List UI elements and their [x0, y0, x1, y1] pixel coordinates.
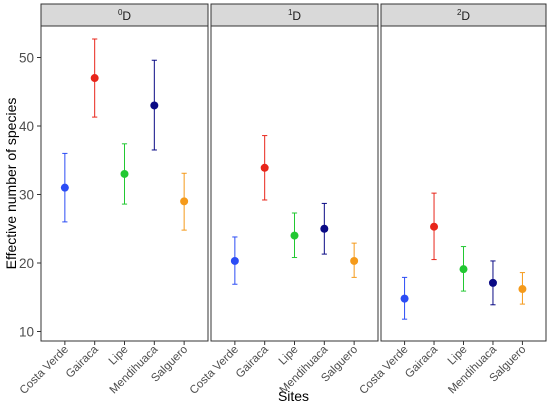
data-point: [459, 265, 468, 274]
x-tick-label: Lipe: [107, 344, 131, 368]
x-tick-label: Lipe: [446, 344, 470, 368]
y-tick-label: 50: [19, 51, 34, 66]
x-tick-label: Gairaca: [64, 343, 101, 380]
facet-strip-label: 1D: [288, 8, 301, 23]
facet-panel-border: [380, 25, 547, 342]
y-tick-label: 40: [19, 119, 34, 134]
data-point: [230, 256, 239, 265]
data-point: [60, 183, 69, 192]
data-point: [350, 256, 359, 265]
data-point: [180, 197, 189, 206]
y-tick-label: 20: [19, 256, 34, 271]
x-axis-title: Sites: [278, 388, 309, 404]
data-point: [430, 222, 439, 231]
x-tick-label: Costa Verde: [18, 344, 71, 397]
data-point: [488, 278, 497, 287]
data-point: [400, 294, 409, 303]
data-point: [90, 74, 99, 83]
data-point: [260, 163, 269, 172]
x-tick-label: Costa Verde: [188, 344, 241, 397]
x-tick-label: Gairaca: [234, 343, 271, 380]
data-point: [290, 231, 299, 240]
x-tick-label: Gairaca: [403, 343, 440, 380]
data-point: [120, 169, 129, 178]
data-point: [320, 224, 329, 233]
facet-strip-label: 0D: [118, 8, 131, 23]
y-tick-label: 30: [19, 188, 34, 203]
facet-panel-border: [210, 25, 379, 342]
y-axis-title: Effective number of species: [3, 98, 19, 270]
data-point: [150, 101, 159, 110]
facet-strip-label: 2D: [457, 8, 470, 23]
data-point: [518, 285, 527, 294]
x-tick-label: Lipe: [277, 344, 301, 368]
y-tick-label: 10: [19, 325, 34, 340]
x-tick-label: Costa Verde: [357, 344, 410, 397]
